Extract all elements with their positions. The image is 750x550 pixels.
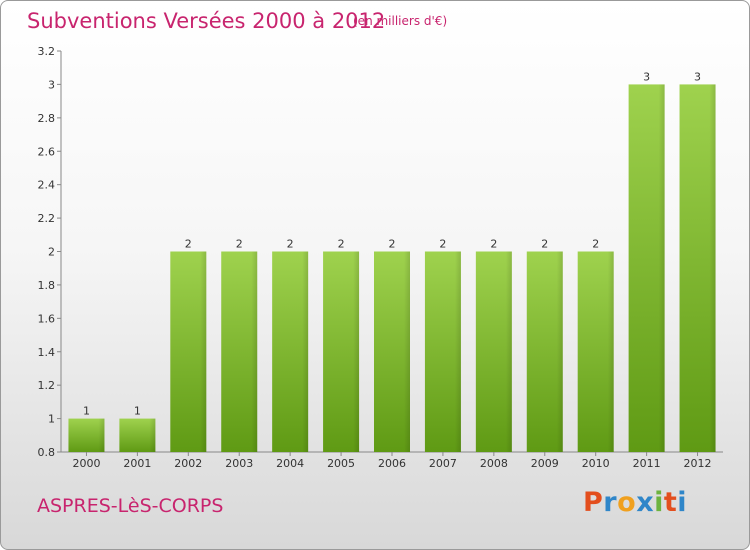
x-tick-label: 2007 [429, 457, 457, 470]
bar-value-label: 2 [338, 238, 345, 251]
y-tick-label: 0.8 [38, 446, 56, 459]
logo-letter: P [583, 487, 604, 518]
x-tick-label: 2008 [480, 457, 508, 470]
y-tick-label: 1.6 [38, 312, 56, 325]
bar-shade [607, 251, 614, 452]
chart-title: Subventions Versées 2000 à 2012 [27, 9, 386, 33]
bar-value-label: 2 [541, 238, 548, 251]
unit-label: (en milliers d'€) [353, 14, 448, 28]
bar-value-label: 3 [694, 70, 701, 83]
x-tick-label: 2002 [174, 457, 202, 470]
bar-value-label: 2 [592, 238, 599, 251]
bar-shade [251, 251, 258, 452]
bar-shade [353, 251, 360, 452]
bar-value-label: 2 [439, 238, 446, 251]
bar-value-label: 2 [287, 238, 294, 251]
logo-letter: t [663, 487, 678, 518]
bar-value-label: 1 [83, 405, 90, 418]
bar-shade [454, 251, 461, 452]
y-tick-label: 1.2 [38, 379, 56, 392]
y-tick-label: 1 [48, 413, 55, 426]
logo-letter: r [603, 487, 618, 518]
bar-value-label: 3 [643, 70, 650, 83]
bar-value-label: 2 [185, 238, 192, 251]
y-tick-label: 3 [48, 78, 55, 91]
x-tick-label: 2003 [225, 457, 253, 470]
y-tick-label: 2.8 [38, 112, 56, 125]
bar-shade [658, 84, 665, 453]
y-tick-label: 2.2 [38, 212, 56, 225]
bar-shade [505, 251, 512, 452]
bar-shade [556, 251, 563, 452]
logo-letter: i [654, 487, 664, 518]
x-tick-label: 2004 [276, 457, 304, 470]
y-tick-label: 1.8 [38, 279, 56, 292]
x-tick-label: 2000 [72, 457, 100, 470]
bar-shade [98, 418, 105, 452]
x-tick-label: 2005 [327, 457, 355, 470]
x-tick-label: 2011 [633, 457, 661, 470]
x-tick-label: 2001 [123, 457, 151, 470]
x-tick-label: 2009 [531, 457, 559, 470]
y-tick-label: 1.4 [38, 346, 56, 359]
bar-shade [200, 251, 207, 452]
y-tick-label: 2.6 [38, 145, 56, 158]
x-tick-label: 2010 [582, 457, 610, 470]
y-tick-label: 3.2 [38, 45, 56, 58]
logo-letter: x [636, 487, 655, 518]
logo-letter: o [617, 487, 637, 518]
bar-value-label: 2 [236, 238, 243, 251]
bar-shade [404, 251, 410, 452]
commune-name: ASPRES-LèS-CORPS [37, 495, 224, 517]
proxiti-logo[interactable]: Proxiti [583, 487, 687, 518]
bar-value-label: 2 [389, 238, 396, 251]
bar-shade [709, 84, 716, 453]
bar-shade [149, 418, 156, 452]
logo-letter: i [677, 487, 688, 518]
bar-value-label: 1 [134, 405, 141, 418]
bar-value-label: 2 [490, 238, 497, 251]
bar-shade [302, 251, 309, 452]
y-tick-label: 2 [48, 246, 55, 259]
y-tick-label: 2.4 [38, 179, 56, 192]
x-tick-label: 2012 [684, 457, 712, 470]
x-tick-label: 2006 [378, 457, 406, 470]
